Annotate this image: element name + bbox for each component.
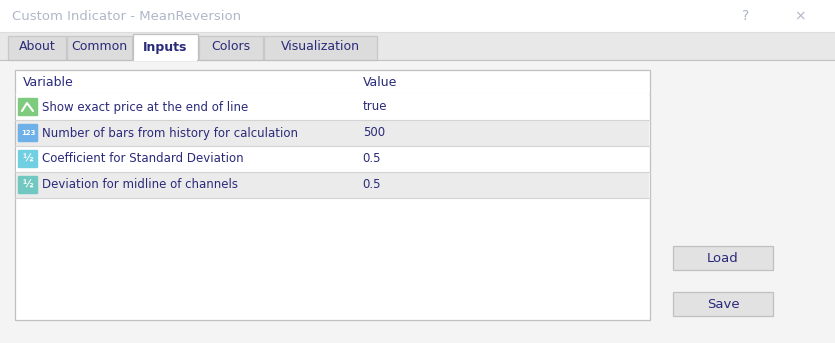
Bar — [16, 94, 649, 120]
Text: 0.5: 0.5 — [362, 153, 382, 166]
Text: Coefficient for Standard Deviation: Coefficient for Standard Deviation — [42, 153, 244, 166]
Text: Inputs: Inputs — [143, 40, 187, 54]
Text: ?: ? — [742, 9, 750, 23]
Bar — [265, 36, 377, 60]
Bar — [16, 172, 649, 198]
FancyBboxPatch shape — [18, 150, 38, 168]
Text: 0.5: 0.5 — [362, 178, 382, 191]
Bar — [199, 36, 263, 60]
Bar — [134, 59, 196, 61]
Text: Variable: Variable — [23, 75, 73, 88]
Text: Value: Value — [362, 75, 397, 88]
Text: ×: × — [794, 9, 806, 23]
Bar — [673, 292, 773, 316]
Text: Load: Load — [707, 251, 739, 264]
Bar — [16, 146, 649, 172]
Text: Visualization: Visualization — [281, 40, 360, 54]
Bar — [0, 0, 835, 32]
Bar — [0, 60, 835, 343]
FancyBboxPatch shape — [18, 98, 38, 116]
Text: 500: 500 — [362, 127, 385, 140]
Text: Deviation for midline of channels: Deviation for midline of channels — [42, 178, 238, 191]
Text: Number of bars from history for calculation: Number of bars from history for calculat… — [42, 127, 298, 140]
Bar — [67, 36, 132, 60]
Text: Colors: Colors — [211, 40, 250, 54]
Text: true: true — [362, 100, 387, 114]
Bar — [133, 34, 198, 60]
Text: Save: Save — [706, 297, 739, 310]
Text: About: About — [18, 40, 55, 54]
Bar — [8, 36, 66, 60]
Bar — [15, 70, 650, 320]
Text: Show exact price at the end of line: Show exact price at the end of line — [42, 100, 248, 114]
Bar — [673, 246, 773, 270]
Text: 123: 123 — [21, 130, 35, 136]
Text: Custom Indicator - MeanReversion: Custom Indicator - MeanReversion — [12, 10, 241, 23]
Bar — [0, 32, 835, 60]
Bar — [16, 120, 649, 146]
FancyBboxPatch shape — [18, 124, 38, 142]
FancyBboxPatch shape — [18, 176, 38, 194]
Text: ½: ½ — [23, 154, 33, 164]
Text: ½: ½ — [23, 180, 33, 190]
Text: Common: Common — [71, 40, 128, 54]
